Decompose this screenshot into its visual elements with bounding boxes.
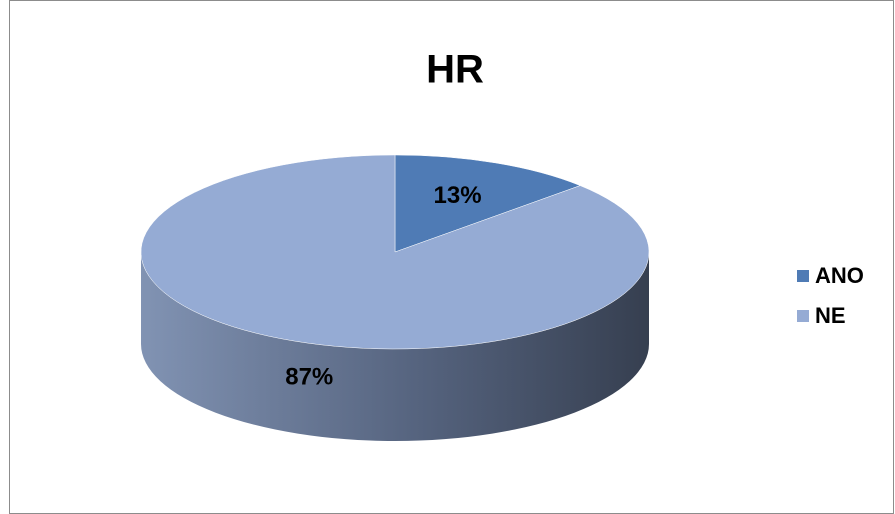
pie-slice: [140, 154, 650, 350]
legend: ANO NE: [797, 263, 864, 328]
data-labels: 13% 87%: [285, 182, 481, 390]
legend-label: ANO: [815, 263, 864, 288]
pie-sides: [141, 252, 649, 441]
legend-label: NE: [815, 303, 846, 328]
data-label: 87%: [285, 364, 333, 391]
pie-tops: [140, 154, 650, 350]
legend-swatch: [797, 270, 809, 282]
pie-side: [141, 252, 649, 441]
chart-title: HR: [426, 48, 484, 92]
legend-swatch: [797, 310, 809, 322]
pie-slice: [394, 154, 581, 253]
data-label: 13%: [434, 182, 482, 209]
